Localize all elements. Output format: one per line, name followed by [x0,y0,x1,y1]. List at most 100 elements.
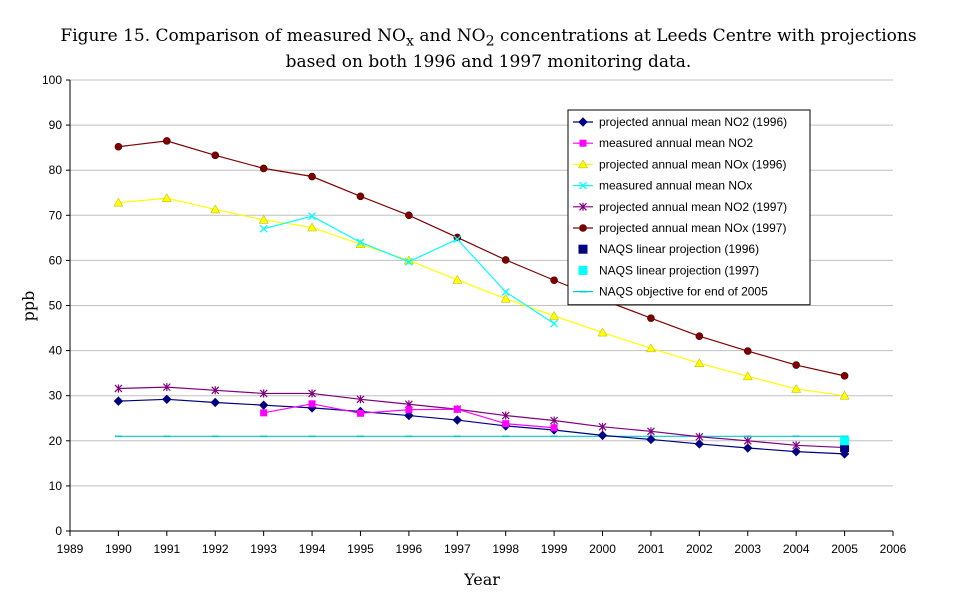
x-tick-label: 2006 [880,542,907,556]
legend-label: measured annual mean NOx [599,179,752,193]
legend-label: projected annual mean NOx (1997) [599,221,786,235]
y-tick-label: 0 [55,524,62,538]
legend-label: projected annual mean NOx (1996) [599,157,786,171]
x-tick-label: 1999 [541,542,568,556]
y-tick-label: 50 [49,299,63,313]
x-tick-label: 1993 [250,542,277,556]
data-point [404,410,414,421]
x-tick-label: 2001 [638,542,665,556]
data-point [840,443,850,453]
data-point [694,439,705,449]
data-point [308,172,316,181]
data-point [356,395,365,404]
data-point [501,256,510,264]
data-point [550,424,558,432]
data-point [840,436,850,446]
legend-item: projected annual mean NOx (1996) [573,157,786,171]
x-tick-label: 1992 [202,542,229,556]
legend-label: projected annual mean NO2 (1997) [599,200,787,214]
data-point [646,343,656,353]
legend-marker [579,224,587,232]
data-point [598,422,607,431]
legend-item: NAQS objective for end of 2005 [573,285,768,299]
y-tick-label: 30 [49,389,63,403]
data-point [597,430,608,441]
data-point [646,434,656,445]
data-point [695,432,704,441]
y-tick-label: 100 [42,73,62,87]
series-line [263,215,555,325]
data-point [162,383,171,392]
legend-marker [579,202,587,211]
y-tick-label: 90 [49,118,63,132]
legend-item: NAQS linear projection (1997) [578,263,759,277]
y-tick-label: 80 [49,163,63,177]
data-point [405,211,413,220]
series-3 [259,212,559,328]
data-point [211,151,220,160]
legend-label: projected annual mean NO2 (1996) [599,115,787,129]
gridlines [70,79,893,532]
x-axis-title: Year [463,570,500,589]
data-point [743,436,752,445]
data-point [597,327,608,337]
x-tick-label: 1994 [299,542,326,556]
data-point [163,137,171,145]
data-point [113,396,124,406]
data-point [114,384,123,393]
data-point [210,397,220,408]
data-point [210,204,221,214]
series-line [118,197,845,397]
legend-marker [579,139,587,147]
data-point [356,409,364,417]
x-tick-label: 1998 [492,542,519,556]
legend-item: measured annual mean NOx [573,179,752,193]
x-tick-label: 1989 [57,542,84,556]
x-tick-label: 1995 [347,542,374,556]
series-line [118,386,845,449]
data-point [549,310,560,320]
data-point [453,233,462,242]
title-text-b: and NO [413,26,486,46]
data-point [453,405,461,413]
x-tick-label: 2003 [734,542,761,556]
data-point [502,420,510,428]
y-tick-label: 40 [49,344,63,358]
legend-item: NAQS linear projection (1996) [578,242,759,256]
data-point [742,371,753,381]
data-point [647,427,655,436]
data-point [550,276,558,285]
data-point [694,358,705,367]
data-point [550,416,559,425]
data-point [260,409,268,417]
data-point [743,347,752,355]
title-subscript-x: x [405,33,414,50]
legend-label: NAQS linear projection (1997) [599,263,759,277]
y-axis-title: ppb [19,291,38,322]
title-subscript-2: 2 [485,33,495,50]
chart-title-line-1: Figure 15. Comparison of measured NOx an… [0,26,977,49]
x-tick-label: 1997 [444,542,471,556]
y-tick-label: 60 [49,253,63,267]
data-point [452,415,463,425]
data-point [114,142,123,151]
data-point [501,288,510,296]
legend: projected annual mean NO2 (1996) measured… [567,109,811,306]
data-point [792,361,800,369]
legend-item: measured annual mean NO2 [573,136,753,150]
data-point [453,235,462,244]
data-point [452,274,463,284]
series-line [118,398,845,455]
data-point [162,394,172,405]
x-tick-label: 1990 [105,542,132,556]
data-point [308,389,316,398]
series-0 [113,394,850,459]
data-point [791,446,801,457]
legend-marker [578,159,588,169]
y-tick-label: 10 [49,479,63,493]
data-point [743,443,753,453]
legend-marker [578,244,588,254]
data-point [211,386,220,395]
data-point [258,214,269,224]
